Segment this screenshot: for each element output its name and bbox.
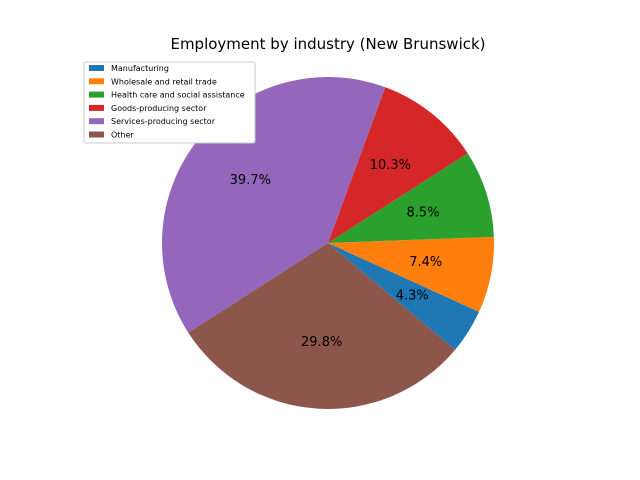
pie-slice-goods-producing-sector xyxy=(328,87,468,243)
legend-swatch-manufacturing xyxy=(89,65,104,71)
legend-label-wholesale-and-retail-trade: Wholesale and retail trade xyxy=(111,77,217,86)
slice-percent-label: 29.8% xyxy=(301,335,342,350)
slice-percent-label: 39.7% xyxy=(230,173,271,188)
legend-label-goods-producing-sector: Goods-producing sector xyxy=(111,104,207,113)
legend-swatch-services-producing-sector xyxy=(89,118,104,125)
legend-label-services-producing-sector: Services-producing sector xyxy=(111,117,216,126)
slice-percent-label: 7.4% xyxy=(409,255,442,270)
legend-label-other: Other xyxy=(111,131,134,140)
slice-percent-label: 4.3% xyxy=(396,289,429,304)
pie-slice-manufacturing xyxy=(328,243,480,350)
legend-items: Manufacturing Wholesale and retail trade H… xyxy=(89,64,245,140)
pie-percent-labels: 4.3% 7.4% 8.5% 10.3% 39.7% 29.8% xyxy=(230,158,443,350)
legend-label-health-care-and-social-assistance: Health care and social assistance xyxy=(111,91,245,100)
pie-slice-other xyxy=(188,243,456,410)
legend-swatch-wholesale-and-retail-trade xyxy=(89,78,104,85)
slice-percent-label: 10.3% xyxy=(370,158,411,173)
pie-slice-health-care-and-social-assistance xyxy=(328,153,494,243)
legend-swatch-health-care-and-social-assistance xyxy=(89,91,104,98)
legend-swatch-goods-producing-sector xyxy=(89,104,104,111)
legend-frame xyxy=(83,61,256,144)
legend: Manufacturing Wholesale and retail trade H… xyxy=(83,61,256,144)
legend-label-manufacturing: Manufacturing xyxy=(111,64,169,73)
chart-title: Employment by industry (New Brunswick) xyxy=(170,35,485,53)
slice-percent-label: 8.5% xyxy=(407,206,440,221)
legend-swatch-other xyxy=(89,131,104,138)
pie-slice-wholesale-and-retail-trade xyxy=(328,236,494,312)
